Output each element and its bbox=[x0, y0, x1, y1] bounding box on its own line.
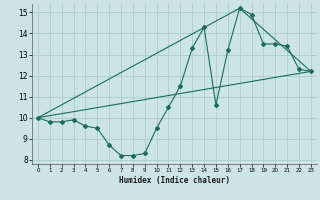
X-axis label: Humidex (Indice chaleur): Humidex (Indice chaleur) bbox=[119, 176, 230, 185]
